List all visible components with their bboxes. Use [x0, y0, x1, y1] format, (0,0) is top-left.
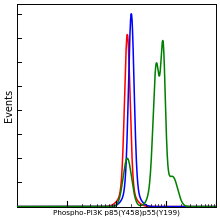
Y-axis label: Events: Events [4, 89, 14, 122]
X-axis label: Phospho-PI3K p85(Y458)p55(Y199): Phospho-PI3K p85(Y458)p55(Y199) [53, 209, 180, 216]
